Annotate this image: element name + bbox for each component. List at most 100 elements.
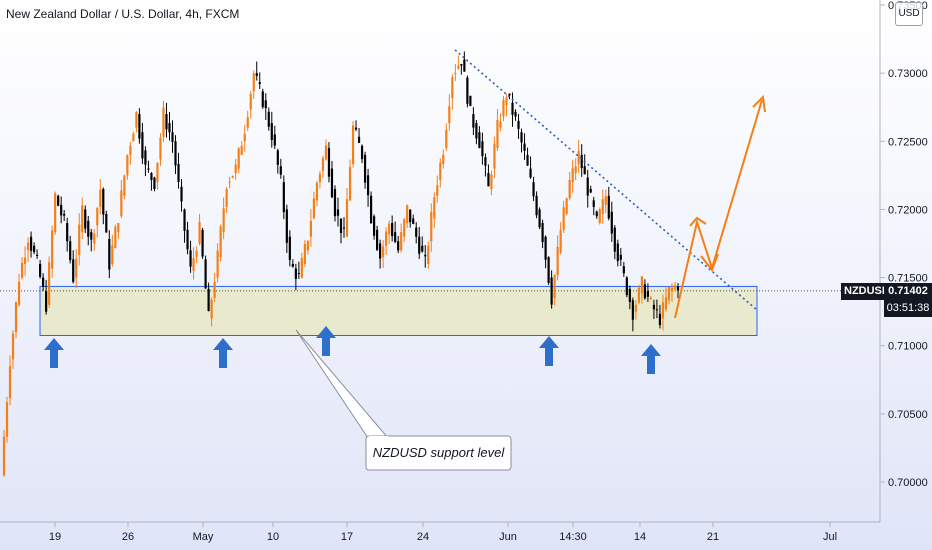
candle-body xyxy=(394,232,397,242)
candle-body xyxy=(562,207,565,230)
candle-body xyxy=(595,211,598,217)
candle-body xyxy=(234,164,237,174)
candle-body xyxy=(354,127,358,130)
candle-body xyxy=(472,114,475,128)
candle-body xyxy=(667,287,671,301)
candle-body xyxy=(168,123,171,133)
candle-body xyxy=(610,211,613,234)
candle-body xyxy=(156,162,159,183)
candle-body xyxy=(123,175,126,196)
candle-body xyxy=(63,213,66,216)
candle-body xyxy=(475,123,478,139)
candle-body xyxy=(84,209,87,229)
candle-body xyxy=(330,168,334,198)
candle-body xyxy=(51,230,54,269)
candle-body xyxy=(138,114,141,139)
candle-body xyxy=(279,166,282,175)
candle-body xyxy=(195,250,198,258)
candle-body xyxy=(96,208,99,226)
candle-body xyxy=(357,136,361,143)
candle-body xyxy=(261,91,264,108)
time-tick-label: 14 xyxy=(634,531,646,543)
candle-body xyxy=(478,132,481,148)
support-touch-arrow-icon xyxy=(316,326,336,356)
candle-body xyxy=(324,145,328,160)
support-touch-arrow-icon xyxy=(539,336,559,366)
candle-body xyxy=(538,209,541,228)
candle-body xyxy=(514,111,517,117)
currency-badge[interactable]: USD xyxy=(895,2,923,26)
candle-body xyxy=(285,209,288,243)
candle-body xyxy=(511,102,514,115)
support-touch-arrow-icon xyxy=(641,344,661,374)
candle-body xyxy=(225,188,228,208)
support-zone[interactable] xyxy=(39,285,758,336)
candle-body xyxy=(192,258,195,271)
candle-body xyxy=(183,209,186,231)
candle-body xyxy=(35,254,39,257)
candle-body xyxy=(177,164,180,183)
candle-body xyxy=(366,175,370,196)
candle-body xyxy=(23,257,27,264)
candle-body xyxy=(601,199,604,214)
support-touch-arrow-icon xyxy=(213,338,233,368)
candle-body xyxy=(589,188,592,193)
candle-body xyxy=(132,133,135,142)
candle-body xyxy=(568,179,571,199)
candle-body xyxy=(369,195,373,223)
callout-box[interactable] xyxy=(365,435,512,471)
candle-body xyxy=(87,220,90,237)
candle-body xyxy=(288,236,291,260)
candle-body xyxy=(409,209,412,223)
candle-body xyxy=(508,93,511,96)
candle-body xyxy=(174,141,177,166)
candle-body xyxy=(294,268,297,279)
candle-body xyxy=(57,195,60,206)
candle-body xyxy=(553,275,556,299)
last-price: 0.71402 xyxy=(888,285,928,297)
candle-body xyxy=(228,181,231,183)
candle-body xyxy=(249,93,252,110)
candle-body xyxy=(433,197,436,219)
candle-body xyxy=(664,297,668,310)
candle-body xyxy=(93,233,96,244)
last-price-box: 0.71402 03:51:38 xyxy=(884,283,932,317)
candle-body xyxy=(637,287,640,303)
candle-body xyxy=(141,132,144,159)
candle-body xyxy=(454,72,457,74)
candle-body xyxy=(303,243,306,264)
candle-body xyxy=(388,223,391,235)
candle-body xyxy=(26,242,30,251)
candle-body xyxy=(640,276,643,294)
candle-body xyxy=(625,277,628,296)
descending-trendline[interactable] xyxy=(454,49,758,311)
candle-body xyxy=(499,121,502,128)
price-tick-label: 0.73000 xyxy=(888,68,928,80)
candle-body xyxy=(526,154,529,166)
price-tick-label: 0.70000 xyxy=(888,477,928,489)
candle-body xyxy=(583,166,586,175)
candle-body xyxy=(403,219,406,237)
candle-body xyxy=(114,226,117,249)
candle-body xyxy=(78,224,81,255)
candle-body xyxy=(421,245,424,252)
candle-body xyxy=(333,188,337,217)
candle-body xyxy=(201,229,204,257)
candle-body xyxy=(318,173,322,183)
projection-path[interactable] xyxy=(674,99,763,319)
candle-body xyxy=(81,205,84,233)
candle-body xyxy=(559,229,562,253)
candle-body xyxy=(108,238,111,270)
candle-body xyxy=(75,258,78,278)
candle-body xyxy=(391,223,394,237)
candle-body xyxy=(661,302,665,319)
candle-body xyxy=(607,195,610,219)
candle-body xyxy=(99,189,102,208)
candle-body xyxy=(412,218,415,224)
time-tick-label: May xyxy=(193,531,214,543)
candle-body xyxy=(670,287,674,292)
candle-body xyxy=(17,281,21,305)
candle-body xyxy=(397,241,400,251)
candle-body xyxy=(219,226,222,258)
